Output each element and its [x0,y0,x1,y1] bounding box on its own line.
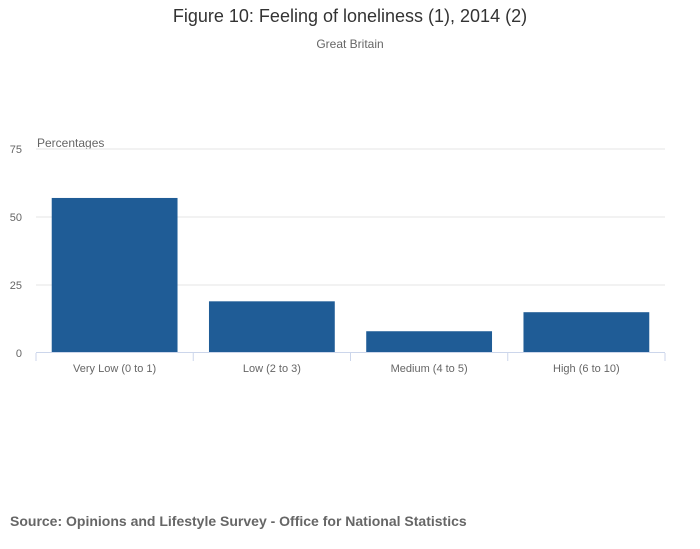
x-tick-label: Low (2 to 3) [243,363,301,375]
y-tick-label: 50 [10,212,22,224]
bar [366,331,493,353]
y-axis-label: Percentages [37,136,105,150]
x-axis: Very Low (0 to 1) Low (2 to 3) Medium (4 t… [35,352,666,375]
chart-title: Figure 10: Feeling of loneliness (1), 20… [172,6,528,26]
bar [523,312,650,353]
y-tick-label: 25 [10,280,22,292]
y-tick-label: 0 [16,348,22,360]
bar [51,197,178,353]
x-tick-label: High (6 to 10) [553,363,620,375]
chart-subtitle: Great Britain [316,37,384,51]
source-note: Source: Opinions and Lifestyle Survey - … [10,513,467,529]
x-tick-label: Medium (4 to 5) [391,363,468,375]
bars [51,197,650,353]
bar [208,301,335,353]
x-tick-label: Very Low (0 to 1) [73,363,156,375]
y-tick-label: 75 [10,144,22,156]
